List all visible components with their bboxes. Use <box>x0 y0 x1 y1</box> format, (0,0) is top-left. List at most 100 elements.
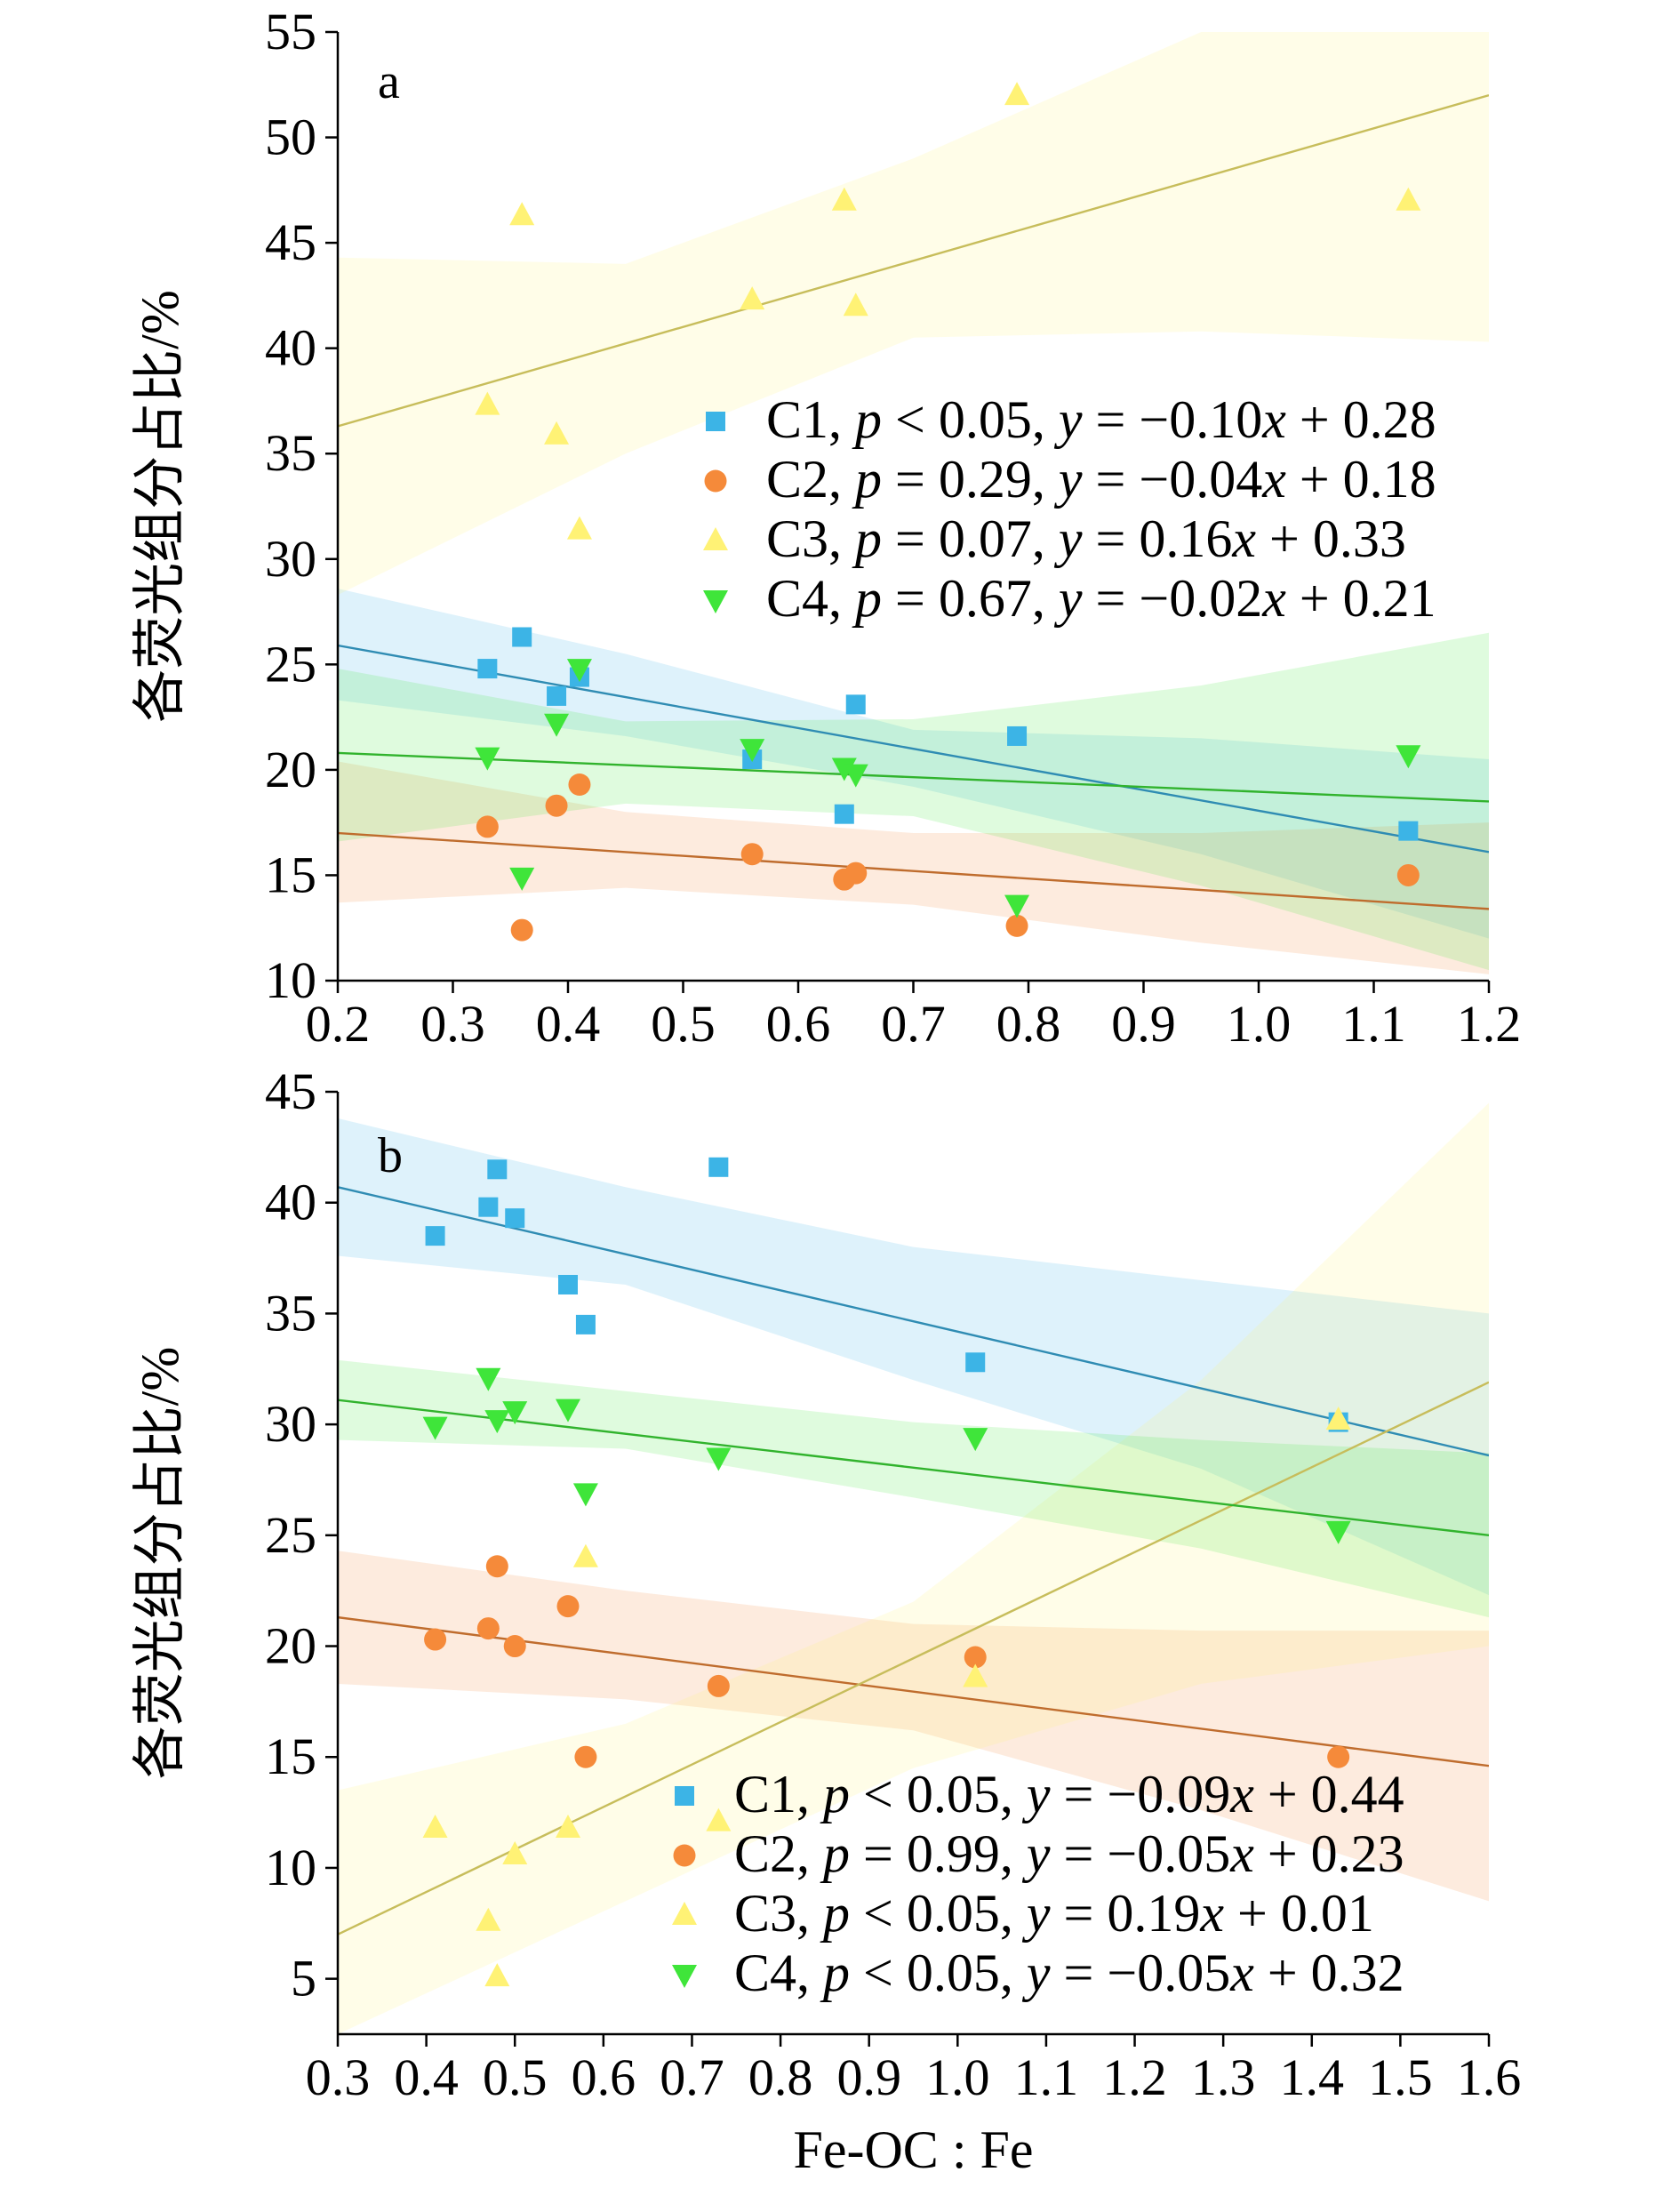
data-point-c3 <box>963 1663 988 1687</box>
data-point-c3 <box>1396 187 1421 211</box>
legend-entry-c1: C1, p < 0.05, y = −0.09x + 0.44 <box>734 1765 1404 1823</box>
data-point-c3 <box>556 1815 580 1839</box>
data-point-c4 <box>475 747 500 771</box>
confidence-band-c1 <box>338 1118 1489 1596</box>
data-point-c3 <box>706 1807 732 1831</box>
data-point-c4 <box>706 1447 732 1471</box>
data-point-c3 <box>566 516 592 540</box>
y-axis-label: 各荧光组分占比/% <box>131 290 189 723</box>
data-point-c3 <box>422 1815 448 1839</box>
confidence-band-c3 <box>338 1102 1489 2034</box>
data-point-c1 <box>1007 725 1028 746</box>
data-point-c3 <box>1004 82 1030 106</box>
legend-marker-c4 <box>703 590 728 613</box>
data-point-c2 <box>1327 1745 1350 1768</box>
data-point-c1 <box>845 694 866 715</box>
data-point-c3 <box>572 1543 598 1567</box>
plot-area-a <box>338 32 1489 974</box>
data-point-c4 <box>509 867 535 891</box>
data-point-c4 <box>831 757 857 781</box>
data-point-c4 <box>566 659 592 683</box>
confidence-band-c4 <box>338 632 1489 971</box>
legend-entry-c2: C2, p = 0.99, y = −0.05x + 0.23 <box>734 1824 1404 1883</box>
y-tick-label: 35 <box>265 424 316 482</box>
y-tick-label: 20 <box>265 741 316 798</box>
data-point-c2 <box>707 1674 730 1697</box>
x-tick-label: 0.5 <box>483 2048 548 2106</box>
confidence-band-c2 <box>338 1551 1489 1902</box>
data-point-c2 <box>556 1595 580 1618</box>
x-axis-label: Fe-OC : Fe <box>794 2120 1034 2179</box>
fit-line-c1 <box>338 644 1489 854</box>
data-point-c4 <box>476 1367 501 1391</box>
y-tick-label: 20 <box>265 1617 316 1675</box>
panel-a: 0.2 0.3 0.4 0.5 0.6 0.7 0.8 0.9 1.0 1.1 1.2 10 15 20 2… <box>131 3 1521 1053</box>
data-point-c3 <box>544 421 570 445</box>
fit-line-c4 <box>338 751 1489 803</box>
x-tick-label: 0.7 <box>660 2048 724 2106</box>
y-tick-label: 15 <box>265 846 316 903</box>
legend-marker-c3 <box>703 527 728 550</box>
data-point-c2 <box>510 918 533 942</box>
data-point-c4 <box>572 1483 598 1507</box>
data-point-c2 <box>964 1646 987 1669</box>
y-tick-label: 45 <box>265 213 316 271</box>
x-tick-label: 1.4 <box>1280 2048 1345 2106</box>
data-point-c4 <box>1325 1520 1351 1544</box>
x-tick-label: 1.2 <box>1102 2048 1167 2106</box>
y-tick-label: 55 <box>265 3 316 60</box>
data-point-c4 <box>502 1401 528 1425</box>
x-tick-label: 0.6 <box>572 2048 636 2106</box>
data-point-c1 <box>575 1314 596 1334</box>
x-tick-label: 1.5 <box>1368 2048 1433 2106</box>
data-point-c4 <box>740 739 765 763</box>
confidence-band-c3 <box>338 32 1489 596</box>
confidence-band-c1 <box>338 588 1489 939</box>
x-tick-label: 0.8 <box>748 2048 813 2106</box>
data-point-c2 <box>844 862 868 885</box>
data-point-c1 <box>547 685 567 706</box>
x-tick-label: 0.3 <box>420 995 485 1053</box>
fit-line-c3 <box>338 1381 1489 1936</box>
data-point-c3 <box>740 286 765 310</box>
y-tick-label: 40 <box>265 319 316 377</box>
y-tick-label: 15 <box>265 1727 316 1785</box>
data-point-c3 <box>843 293 868 317</box>
x-tick-label: 0.9 <box>1111 995 1176 1053</box>
panel-b: 0.3 0.4 0.5 0.6 0.7 0.8 0.9 1.0 1.1 1.2 1.3 1.4 1.5 1… <box>131 1062 1521 2179</box>
x-tick-label: 0.2 <box>306 995 371 1053</box>
data-point-c1 <box>425 1226 445 1246</box>
confidence-band-c2 <box>338 761 1489 974</box>
x-tick-label: 0.5 <box>651 995 716 1053</box>
data-point-c4 <box>556 1399 580 1423</box>
panel-label: a <box>378 54 400 109</box>
data-point-c1 <box>1398 821 1419 841</box>
data-point-c2 <box>424 1628 447 1651</box>
data-point-c4 <box>544 713 570 737</box>
y-tick-label: 5 <box>291 1950 316 2008</box>
legend-marker-c1 <box>675 1786 694 1806</box>
legend-marker-c1 <box>706 412 725 431</box>
fit-line-c2 <box>338 831 1489 910</box>
x-tick-label: 0.7 <box>881 995 946 1053</box>
data-point-c3 <box>484 1963 510 1987</box>
fit-line-c3 <box>338 93 1489 428</box>
y-tick-label: 25 <box>265 635 316 693</box>
y-tick-label: 50 <box>265 108 316 166</box>
y-tick-label: 10 <box>265 951 316 1009</box>
fit-line-c1 <box>338 1186 1489 1457</box>
legend-entry-c2: C2, p = 0.29, y = −0.04x + 0.18 <box>766 450 1436 509</box>
legend-marker-c2 <box>673 1844 696 1867</box>
panel-label: b <box>378 1128 403 1183</box>
data-point-c2 <box>476 1617 500 1640</box>
y-axis-label: 各荧光组分占比/% <box>131 1347 189 1780</box>
x-tick-label: 0.9 <box>836 2048 901 2106</box>
x-tick-label: 1.3 <box>1191 2048 1256 2106</box>
legend-marker-c2 <box>704 469 727 493</box>
data-point-c4 <box>484 1410 510 1434</box>
x-tick-label: 0.4 <box>536 995 601 1053</box>
data-point-c1 <box>558 1274 578 1294</box>
